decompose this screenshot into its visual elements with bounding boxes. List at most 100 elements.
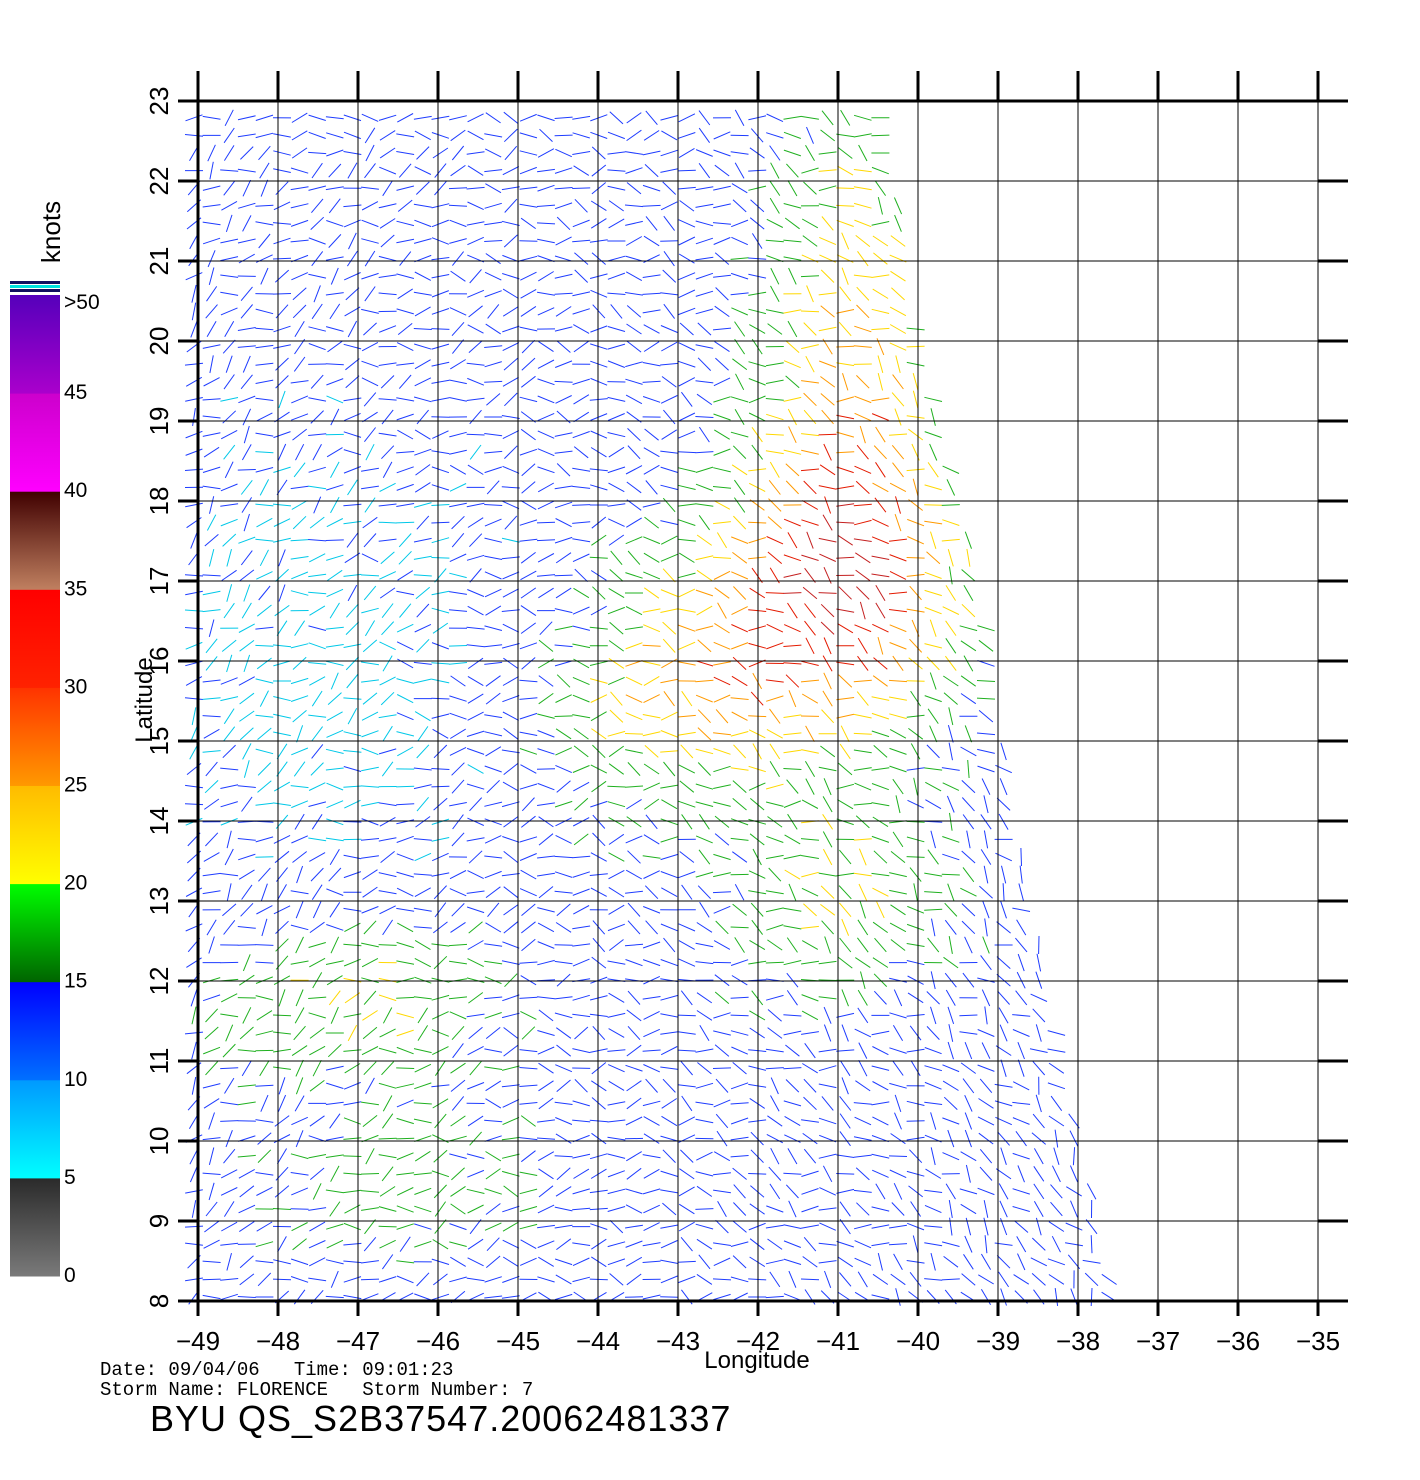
wind-vector	[924, 520, 943, 525]
wind-vector	[330, 496, 340, 514]
wind-vector	[449, 960, 467, 965]
wind-vector	[273, 905, 291, 915]
wind-vector	[786, 990, 798, 1006]
wind-vector	[502, 1099, 520, 1108]
wind-vector	[1048, 1221, 1065, 1232]
wind-vector	[519, 1102, 538, 1105]
wind-vector	[431, 379, 450, 384]
wind-vector	[930, 408, 936, 426]
wind-vector	[804, 620, 816, 636]
wind-vector	[906, 836, 925, 843]
wind-vector	[871, 835, 890, 843]
wind-vector	[822, 814, 834, 830]
wind-vector	[698, 426, 710, 443]
wind-vector	[750, 1185, 765, 1198]
wind-vector	[660, 484, 679, 491]
wind-vector	[748, 960, 767, 965]
wind-vector	[191, 302, 197, 321]
wind-vector	[802, 1256, 818, 1268]
wind-vector	[818, 185, 837, 192]
wind-vector	[681, 391, 693, 407]
wind-vector	[343, 503, 362, 507]
wind-vector	[821, 709, 835, 724]
wind-vector	[889, 1012, 907, 1019]
wind-vector	[801, 799, 819, 809]
wind-vector	[184, 609, 204, 612]
wind-vector	[871, 1169, 889, 1178]
wind-vector	[202, 750, 221, 753]
wind-vector	[768, 479, 781, 495]
wind-vector	[663, 937, 676, 953]
wind-vector	[360, 1190, 380, 1193]
wind-vector	[396, 1137, 415, 1140]
wind-vector	[520, 764, 537, 774]
wind-vector	[978, 639, 994, 652]
wind-vector	[329, 849, 340, 865]
wind-vector	[715, 1078, 729, 1093]
wind-vector	[378, 1082, 397, 1089]
wind-vector	[501, 1065, 520, 1071]
wind-vector	[1051, 1235, 1061, 1253]
wind-vector	[467, 657, 484, 670]
wind-vector	[678, 958, 696, 967]
wind-vector	[434, 1060, 446, 1076]
wind-vector	[678, 272, 696, 281]
wind-vector	[572, 187, 591, 189]
wind-vector	[783, 449, 802, 455]
wind-vector	[556, 1044, 572, 1057]
wind-vector	[363, 322, 377, 336]
wind-vector	[748, 257, 767, 260]
wind-vector	[413, 678, 432, 684]
wind-vector	[573, 658, 590, 669]
wind-vector	[908, 1185, 924, 1198]
wind-vector	[329, 303, 341, 320]
wind-vector	[467, 113, 484, 123]
wind-vector	[361, 1207, 379, 1211]
wind-vector	[328, 198, 341, 214]
wind-vector	[378, 837, 397, 842]
wind-vector	[449, 553, 467, 563]
wind-vector	[416, 744, 430, 759]
wind-vector	[255, 467, 274, 473]
wind-vector	[226, 548, 232, 567]
wind-vector	[191, 284, 197, 303]
wind-vector	[679, 851, 695, 863]
wind-vector	[838, 321, 852, 337]
wind-vector	[308, 625, 327, 631]
wind-vector	[519, 1257, 537, 1266]
wind-vector	[467, 464, 484, 475]
wind-vector	[572, 1153, 591, 1159]
wind-vector	[501, 220, 520, 226]
wind-vector	[484, 855, 503, 859]
wind-vector	[466, 783, 485, 790]
wind-vector	[660, 149, 678, 157]
wind-vector	[469, 533, 483, 548]
wind-vector	[572, 1257, 590, 1267]
wind-vector	[836, 309, 855, 314]
wind-vector	[910, 1201, 922, 1217]
wind-vector	[678, 1221, 695, 1232]
wind-vector	[837, 165, 854, 176]
wind-vector	[396, 712, 414, 721]
wind-vector	[890, 1273, 906, 1286]
wind-vector	[677, 1014, 696, 1017]
wind-vector	[431, 290, 449, 298]
wind-vector	[751, 990, 764, 1006]
wind-vector	[663, 215, 675, 231]
wind-vector	[642, 1100, 661, 1107]
wind-vector	[361, 1260, 379, 1264]
wind-vector	[783, 1240, 801, 1248]
wind-vector	[242, 743, 252, 760]
wind-vector	[767, 1115, 783, 1127]
wind-vector	[379, 641, 396, 651]
wind-vector	[730, 272, 749, 280]
wind-vector	[413, 1118, 432, 1124]
wind-vector	[643, 571, 661, 580]
wind-vector	[278, 390, 286, 409]
wind-vector	[329, 902, 341, 918]
wind-vector	[592, 937, 606, 953]
wind-vector	[836, 133, 855, 138]
lat-tick-label: 16	[144, 647, 174, 676]
wind-vector	[695, 1118, 714, 1124]
wind-vector	[433, 797, 448, 811]
